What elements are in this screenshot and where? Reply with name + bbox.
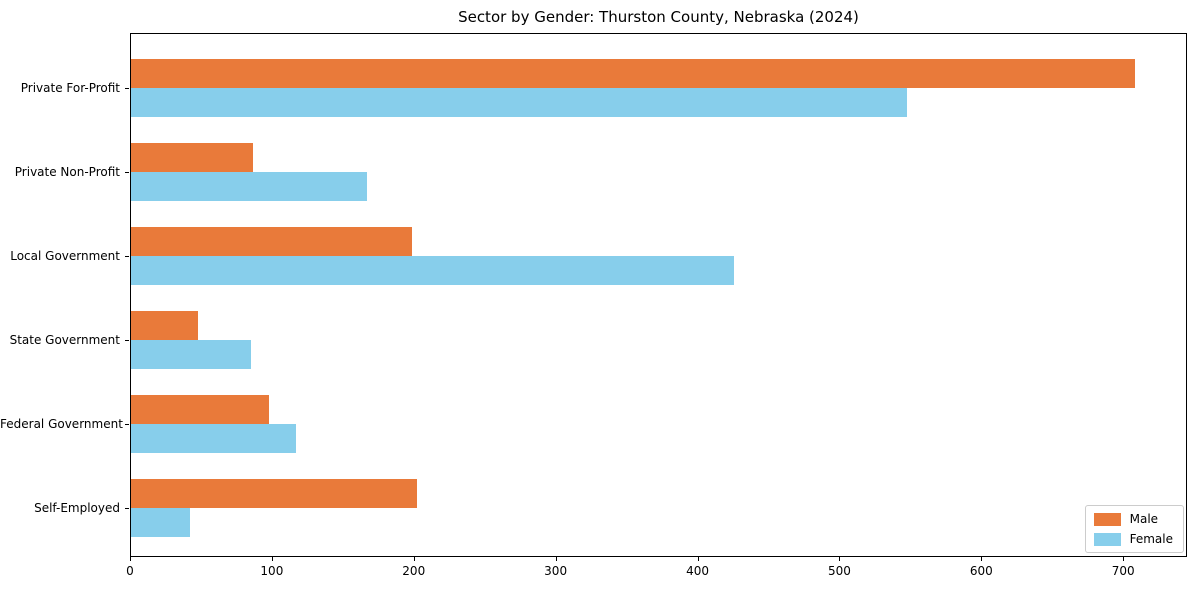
y-tick-label-local-government: Local Government bbox=[10, 249, 120, 263]
bar-female-private-non-profit bbox=[131, 172, 367, 201]
legend: Male Female bbox=[1084, 505, 1184, 553]
x-tick-mark bbox=[839, 557, 841, 561]
x-tick-label-200: 200 bbox=[402, 564, 426, 578]
y-tick-label-federal-government: Federal Government bbox=[0, 417, 123, 431]
bar-male-local-government bbox=[131, 227, 413, 256]
legend-item-female: Female bbox=[1093, 532, 1173, 546]
bar-female-private-for-profit bbox=[131, 88, 908, 117]
bar-female-self-employed bbox=[131, 508, 190, 537]
bar-female-federal-government bbox=[131, 424, 296, 453]
y-tick-label-private-non-profit: Private Non-Profit bbox=[14, 165, 120, 179]
y-tick-label-self-employed: Self-Employed bbox=[34, 501, 120, 515]
y-tick-mark bbox=[125, 424, 129, 425]
x-tick-mark bbox=[555, 557, 557, 561]
plot-area bbox=[130, 33, 1187, 557]
bar-female-state-government bbox=[131, 340, 251, 369]
x-tick-mark bbox=[130, 557, 131, 561]
x-tick-label-700: 700 bbox=[1111, 564, 1135, 578]
bar-male-state-government bbox=[131, 311, 199, 340]
bar-male-federal-government bbox=[131, 395, 270, 424]
y-tick-mark bbox=[125, 340, 129, 341]
legend-swatch-male bbox=[1093, 512, 1121, 526]
y-tick-mark bbox=[125, 88, 129, 89]
x-tick-label-600: 600 bbox=[969, 564, 993, 578]
y-tick-mark bbox=[125, 256, 129, 257]
bar-male-private-for-profit bbox=[131, 59, 1135, 88]
legend-item-male: Male bbox=[1093, 512, 1173, 526]
chart-title: Sector by Gender: Thurston County, Nebra… bbox=[458, 8, 859, 26]
x-tick-label-300: 300 bbox=[544, 564, 568, 578]
legend-label-female: Female bbox=[1129, 532, 1173, 546]
bar-male-self-employed bbox=[131, 479, 417, 508]
x-tick-mark bbox=[697, 557, 699, 561]
x-tick-label-400: 400 bbox=[686, 564, 709, 578]
x-tick-mark bbox=[981, 557, 983, 561]
y-tick-mark bbox=[125, 172, 129, 173]
x-tick-mark bbox=[1123, 557, 1125, 561]
x-tick-label-0: 0 bbox=[126, 564, 134, 578]
y-tick-mark bbox=[125, 508, 129, 509]
x-tick-mark bbox=[413, 557, 415, 561]
x-tick-label-500: 500 bbox=[827, 564, 851, 578]
x-tick-mark bbox=[271, 557, 273, 561]
y-tick-label-private-for-profit: Private For-Profit bbox=[20, 81, 120, 95]
legend-swatch-female bbox=[1093, 532, 1121, 546]
bar-female-local-government bbox=[131, 256, 735, 285]
x-tick-label-100: 100 bbox=[260, 564, 284, 578]
legend-label-male: Male bbox=[1129, 512, 1159, 526]
y-tick-label-state-government: State Government bbox=[9, 333, 120, 347]
bar-male-private-non-profit bbox=[131, 143, 254, 172]
